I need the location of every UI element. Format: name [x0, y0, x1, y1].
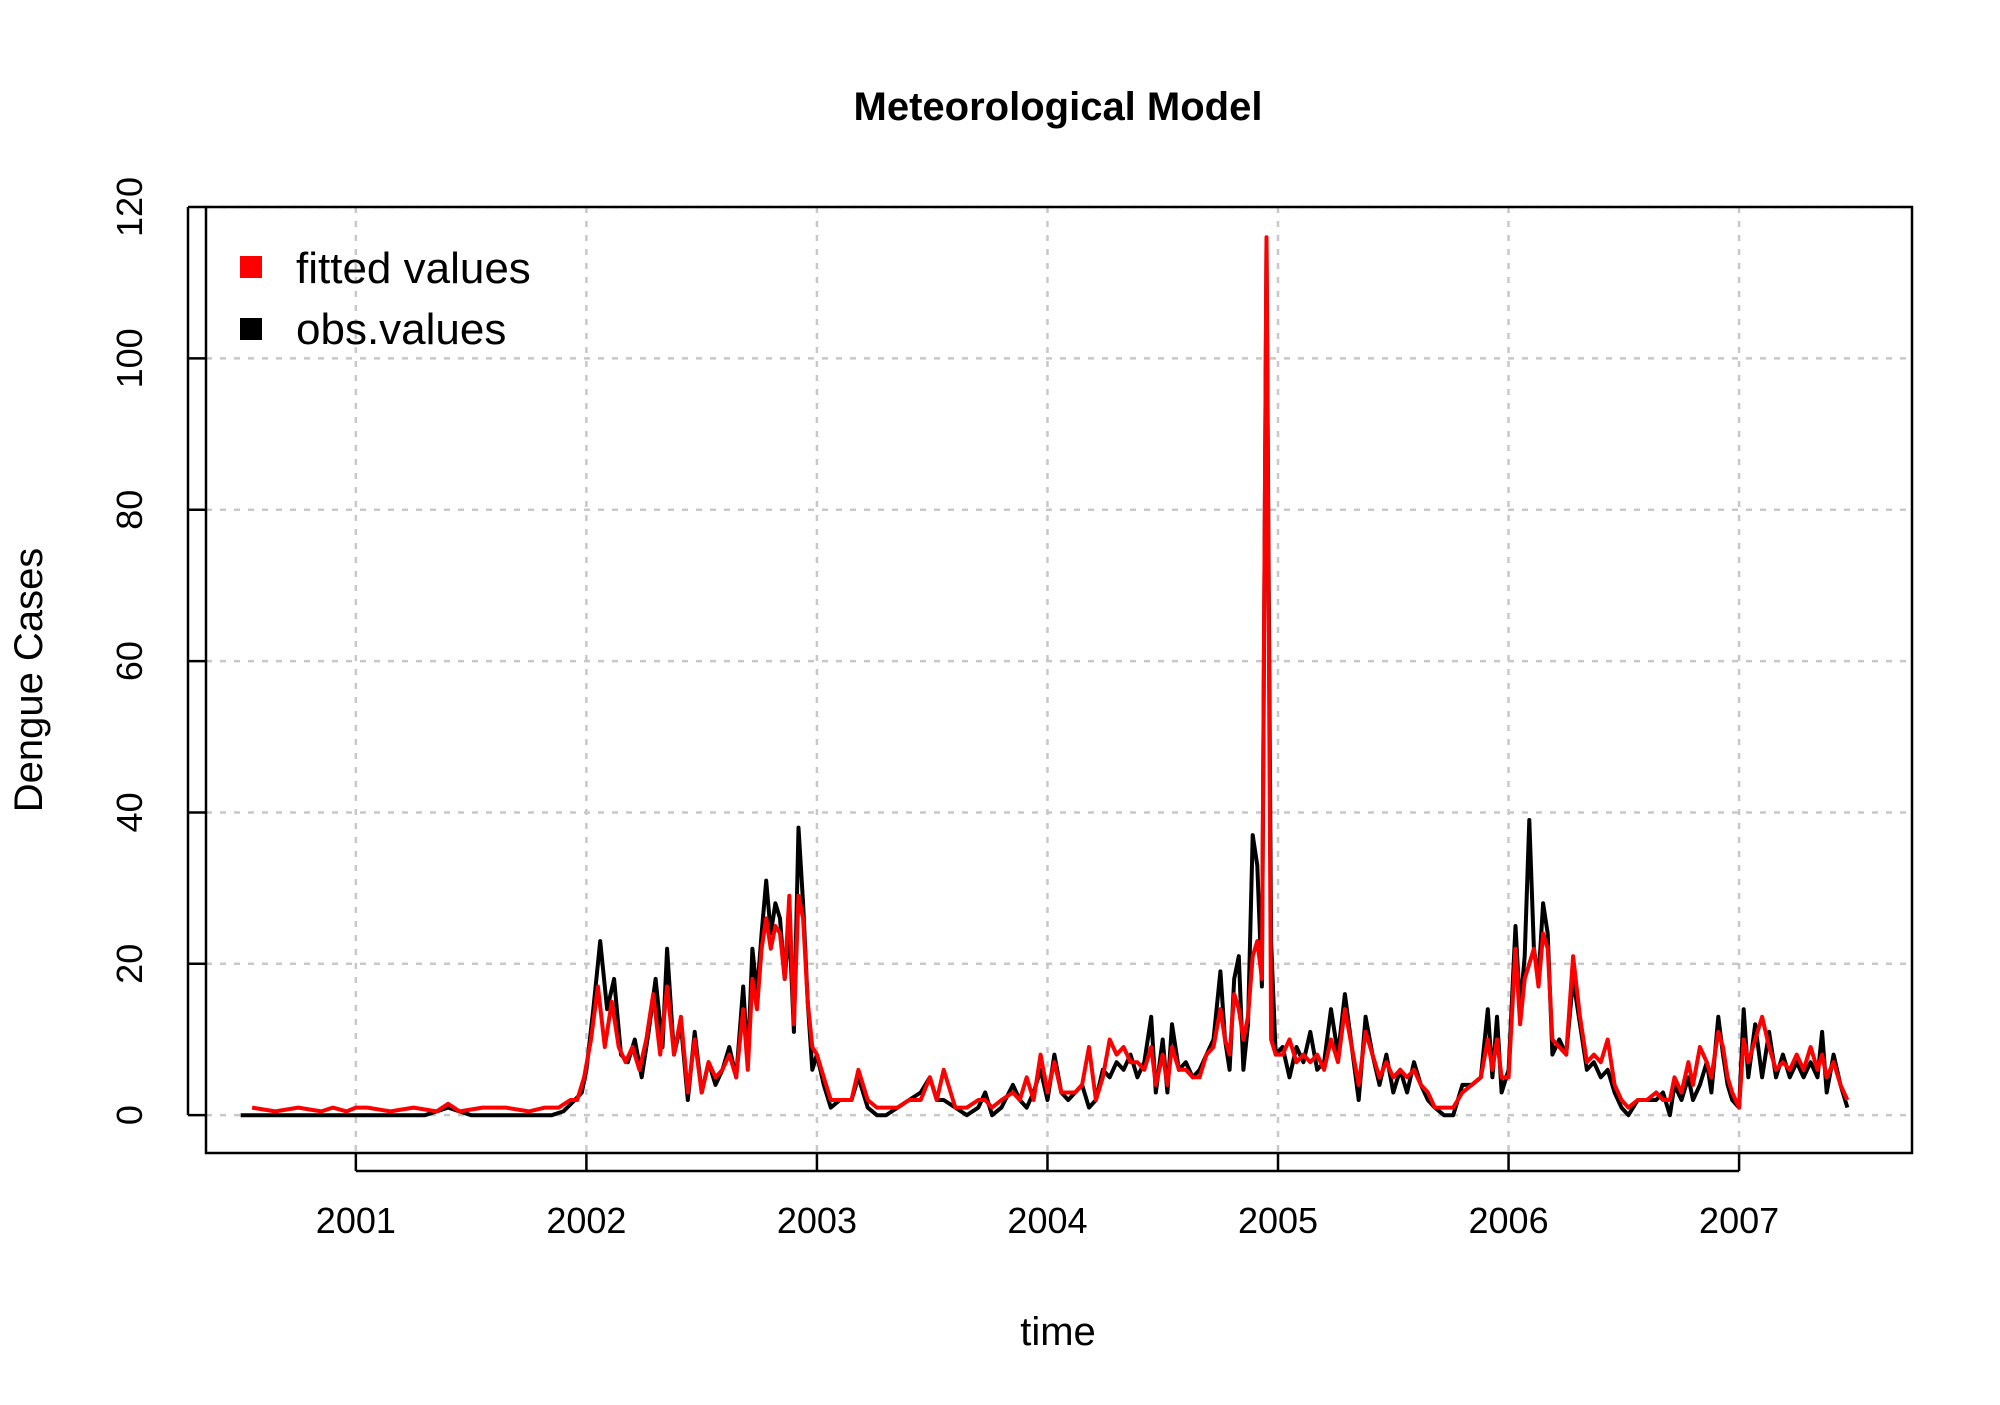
x-tick-label-2007: 2007	[1699, 1200, 1779, 1241]
x-tick-label-2001: 2001	[316, 1200, 396, 1241]
legend-swatch-fitted-values	[240, 256, 262, 278]
legend-label-fitted-values: fitted values	[296, 244, 531, 293]
y-tick-label-40: 40	[109, 792, 150, 832]
y-tick-label-20: 20	[109, 944, 150, 984]
y-tick-label-60: 60	[109, 641, 150, 681]
x-tick-label-2002: 2002	[546, 1200, 626, 1241]
chart-title: Meteorological Model	[854, 85, 1263, 129]
x-axis: 2001 2002 2003 2004 2005 2006 2007	[316, 1153, 1779, 1241]
x-tick-label-2006: 2006	[1469, 1200, 1549, 1241]
x-tick-label-2005: 2005	[1238, 1200, 1318, 1241]
plot-frame	[204, 205, 1914, 1155]
legend-swatch-obs-values	[240, 318, 262, 340]
y-axis-label: Dengue Cases	[7, 548, 51, 813]
legend-label-obs-values: obs.values	[296, 305, 506, 354]
x-tick-label-2004: 2004	[1007, 1200, 1087, 1241]
x-axis-label: time	[1020, 1310, 1096, 1354]
y-tick-label-100: 100	[109, 328, 150, 388]
y-tick-label-80: 80	[109, 490, 150, 530]
series-line-fitted-values	[251, 235, 1850, 1114]
series-layer	[240, 235, 1850, 1118]
legend: fitted values obs.values	[240, 244, 531, 354]
y-axis: 0 20 40 60 80 100 120	[109, 177, 206, 1125]
y-tick-label-0: 0	[109, 1105, 150, 1125]
y-tick-label-120: 120	[109, 177, 150, 237]
x-tick-label-2003: 2003	[777, 1200, 857, 1241]
